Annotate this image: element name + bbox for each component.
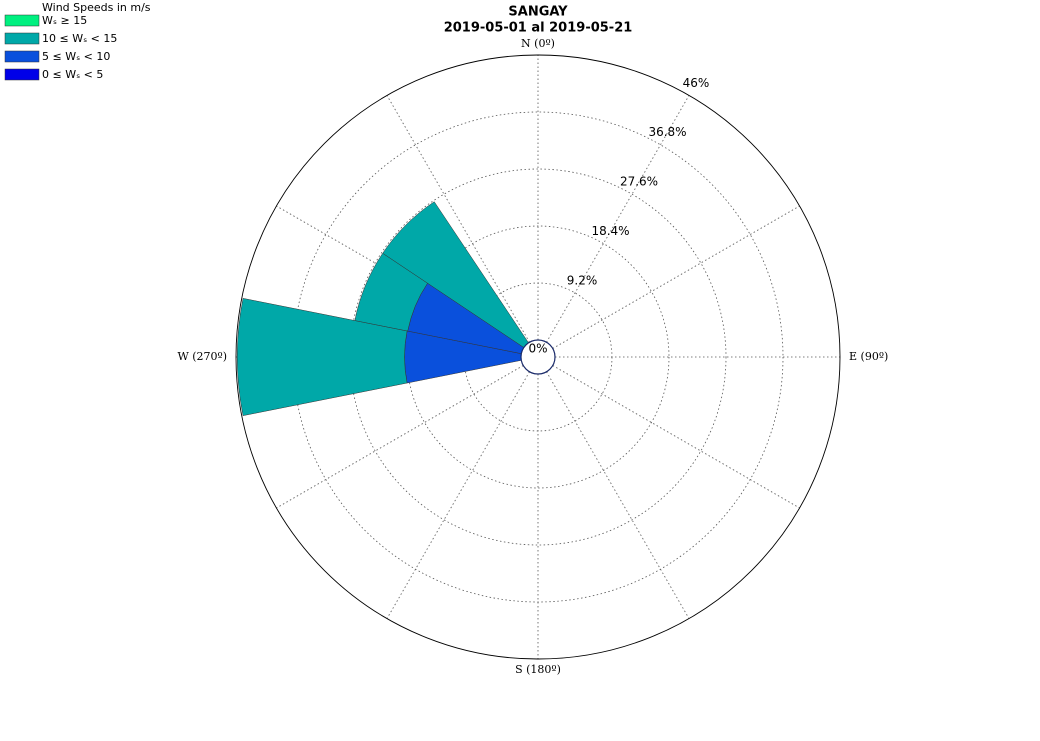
spoke [546,371,690,619]
legend-label: 0 ≤ Wₛ < 5 [42,68,103,81]
chart-title: SANGAY [508,5,568,20]
spoke [386,371,530,619]
spoke [552,365,800,509]
sector [237,298,408,416]
direction-label: S (180º) [515,663,561,676]
r-tick-label: 18.4% [591,224,629,238]
legend-label: 10 ≤ Wₛ < 15 [42,32,117,45]
chart-subtitle: 2019-05-01 al 2019-05-21 [444,21,633,36]
grid-ring [406,225,670,489]
r-tick-label: 36.8% [648,125,686,139]
legend-title: Wind Speeds in m/s [42,1,151,14]
spoke [386,95,530,343]
r-tick-label: 0% [528,342,547,356]
r-tick-label: 27.6% [620,175,658,189]
legend-swatch [4,68,40,81]
legend-swatch [4,14,40,27]
spoke [546,95,690,343]
direction-label: E (90º) [849,350,888,363]
legend-swatch [4,32,40,45]
r-tick-label: 9.2% [567,273,598,287]
grid-ring [235,54,841,660]
r-tick-label: 46% [683,76,710,90]
legend-swatch [4,50,40,63]
center-circle [520,339,556,375]
direction-label: W (270º) [177,350,227,363]
direction-label: N (0º) [521,37,555,50]
legend-label: 5 ≤ Wₛ < 10 [42,50,110,63]
legend-label: Wₛ ≥ 15 [42,14,87,27]
grid-ring [349,168,727,546]
